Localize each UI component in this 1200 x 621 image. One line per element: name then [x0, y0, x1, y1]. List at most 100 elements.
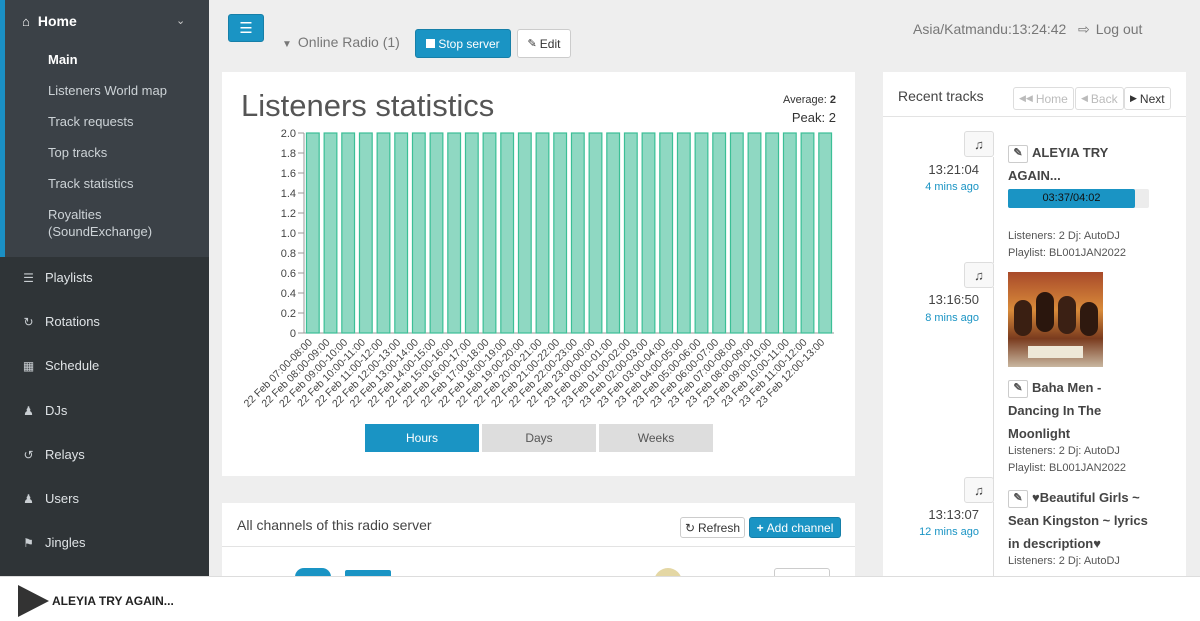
music-note-icon: ♫ [964, 262, 994, 288]
sidebar-item-home[interactable]: ⌂ Home [22, 13, 77, 29]
chart-bar [411, 132, 426, 334]
calendar-icon: ▦ [22, 358, 35, 373]
track-progress-bar: 03:37/04:02 [1008, 189, 1149, 208]
channels-panel [222, 503, 855, 576]
chart-bar [517, 132, 532, 334]
caret-down-icon: ▼ [282, 39, 292, 50]
chart-bar [376, 132, 391, 334]
tab-days[interactable]: Days [482, 424, 596, 452]
stop-server-button[interactable]: Stop server [415, 29, 511, 58]
timezone-clock: Asia/Katmandu:13:24:42 [913, 21, 1067, 37]
y-axis-tick-label: 0.6 [281, 268, 296, 280]
chart-bar [464, 132, 479, 334]
pager-home-button[interactable]: ◀◀ Home [1013, 87, 1074, 110]
track-ago: 12 mins ago [919, 526, 979, 538]
chart-bar [694, 132, 709, 334]
y-axis-tick-label: 1.8 [281, 148, 296, 160]
stats-title: Listeners statistics [241, 88, 495, 123]
sidebar-item-schedule[interactable]: ▦ Schedule [22, 358, 100, 373]
track-title: ✎ ALEYIA TRY AGAIN... [1008, 144, 1109, 183]
next-icon: ▶ [1130, 93, 1137, 103]
track-ago: 4 mins ago [925, 181, 979, 193]
chart-bar [588, 132, 603, 334]
pager-next-button[interactable]: ▶ Next [1124, 87, 1171, 110]
sidebar-item-playlists[interactable]: ☰ Playlists [23, 270, 93, 285]
sidebar-item-rotations[interactable]: ↻ Rotations [23, 314, 100, 329]
bell-icon: ⚑ [23, 535, 34, 550]
sidebar: ⌂ Home ⌄ Main Listeners World map Track … [0, 0, 209, 576]
chart-bar [747, 132, 762, 334]
y-axis-tick-label: 1.0 [281, 228, 296, 240]
edit-server-button[interactable]: ✎ Edit [517, 29, 571, 58]
users-icon: ♟ [23, 491, 34, 506]
sidebar-subitem-top-tracks[interactable]: Top tracks [48, 145, 108, 160]
chart-bar [712, 132, 727, 334]
chart-bar [500, 132, 515, 334]
refresh-button[interactable]: ↻ Refresh [680, 517, 745, 538]
stop-icon [426, 39, 436, 48]
chart-bar [641, 132, 656, 334]
recent-tracks-title: Recent tracks [898, 88, 984, 104]
sidebar-subitem-listeners-map[interactable]: Listeners World map [48, 83, 167, 98]
sidebar-item-users[interactable]: ♟ Users [23, 491, 79, 506]
y-axis-tick-label: 0 [290, 328, 296, 340]
chart-bar [606, 132, 621, 334]
sidebar-home-section [0, 0, 209, 257]
pager-back-button[interactable]: ◀ Back [1075, 87, 1124, 110]
y-axis-tick-label: 0.4 [281, 288, 296, 300]
refresh-icon: ↻ [684, 520, 696, 535]
y-axis-tick-label: 1.4 [281, 188, 296, 200]
chart-bar [782, 132, 797, 334]
channels-title: All channels of this radio server [237, 517, 432, 533]
sidebar-subitem-track-statistics[interactable]: Track statistics [48, 176, 134, 191]
chart-bar [447, 132, 462, 334]
track-playlist: Playlist: BL001JAN2022 [1008, 462, 1127, 474]
channel-row [242, 562, 832, 576]
y-axis-tick-label: 0.2 [281, 308, 296, 320]
tab-hours[interactable]: Hours [365, 424, 479, 452]
plus-icon: + [756, 520, 764, 535]
edit-icon[interactable]: ✎ [1008, 379, 1028, 398]
channel-toggle[interactable] [295, 568, 331, 576]
user-icon: ♟ [23, 403, 34, 418]
album-cover-image [1008, 272, 1103, 367]
audio-player-bar: ALEYIA TRY AGAIN... [0, 576, 1200, 621]
track-ago: 8 mins ago [925, 312, 979, 324]
menu-toggle-button[interactable]: ☰ [228, 14, 264, 42]
now-playing-title: ALEYIA TRY AGAIN... [52, 594, 174, 608]
peak-listeners: Peak: 2 [791, 110, 836, 125]
sidebar-subitem-track-requests[interactable]: Track requests [48, 114, 134, 129]
chart-bar [818, 132, 833, 334]
add-channel-button[interactable]: + Add channel [749, 517, 841, 538]
chevron-down-icon[interactable]: ⌄ [176, 15, 186, 27]
play-icon[interactable] [18, 585, 49, 617]
chart-bar [553, 132, 568, 334]
logout-icon: ⇨ [1078, 21, 1090, 37]
sidebar-subitem-main[interactable]: Main [48, 52, 78, 67]
sidebar-item-relays[interactable]: ↺ Relays [23, 447, 85, 462]
radio-selector[interactable]: ▼ Online Radio (1) [282, 34, 400, 50]
relay-icon: ↺ [23, 447, 34, 462]
logout-link[interactable]: ⇨ Log out [1078, 21, 1143, 37]
sidebar-subitem-royalties[interactable]: Royalties (SoundExchange) [48, 207, 153, 239]
track-time: 13:13:07 [928, 507, 979, 522]
edit-icon[interactable]: ✎ [1008, 144, 1028, 163]
sidebar-item-djs[interactable]: ♟ DJs [23, 403, 68, 418]
chart-bar [394, 132, 409, 334]
track-title: ✎ Baha Men - Dancing In The Moonlight [1008, 379, 1102, 441]
track-listeners: Listeners: 2 Dj: AutoDJ [1008, 445, 1120, 457]
y-axis-tick-label: 1.6 [281, 168, 296, 180]
sidebar-item-jingles[interactable]: ⚑ Jingles [23, 535, 86, 550]
track-listeners: Listeners: 2 Dj: AutoDJ [1008, 555, 1120, 567]
edit-icon[interactable]: ✎ [1008, 489, 1028, 508]
track-listeners: Listeners: 2 Dj: AutoDJ [1008, 230, 1120, 242]
track-time: 13:21:04 [928, 162, 979, 177]
chart-bar [535, 132, 550, 334]
chart-bar [623, 132, 638, 334]
list-icon: ☰ [23, 270, 34, 285]
tab-weeks[interactable]: Weeks [599, 424, 713, 452]
chart-bar [765, 132, 780, 334]
chart-bar [323, 132, 338, 334]
back-icon: ◀ [1081, 93, 1088, 103]
chart-bar [729, 132, 744, 334]
